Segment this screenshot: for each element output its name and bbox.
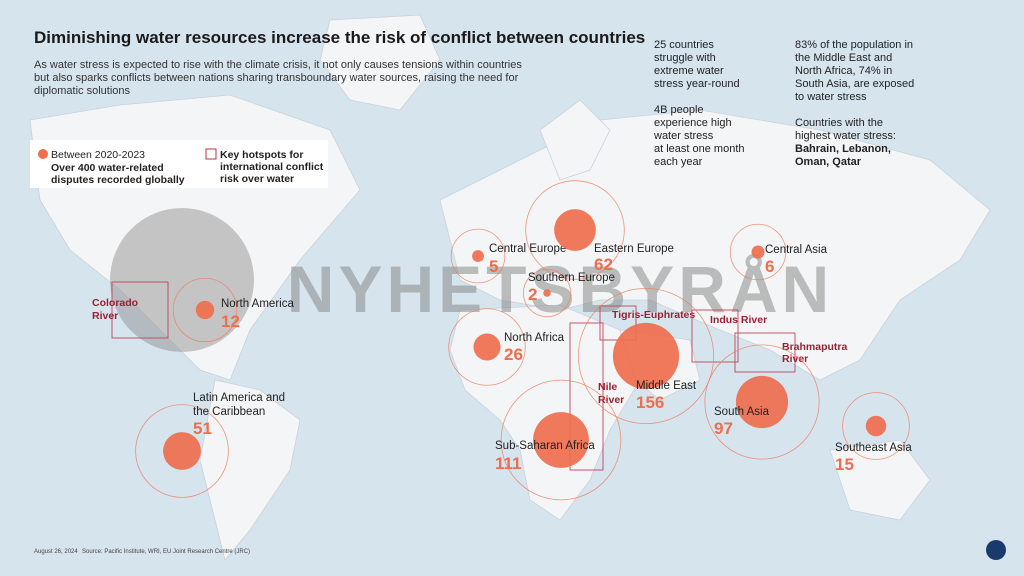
- region-value: 97: [714, 419, 733, 438]
- subtitle: As water stress is expected to rise with…: [34, 59, 522, 97]
- bubble-ring: [525, 180, 625, 280]
- bubble: [195, 300, 215, 320]
- region-value: 15: [835, 455, 854, 474]
- hotspot-label: Indus River: [710, 314, 767, 326]
- hotspot-box: [734, 332, 796, 373]
- watermark-logo: [110, 208, 254, 352]
- logo-mark: [986, 540, 1006, 560]
- stat-line: struggle with: [654, 52, 716, 64]
- legend-hotspots: international conflict: [220, 161, 324, 173]
- bubble-ring: [842, 392, 910, 460]
- hotspot-box: [691, 309, 739, 363]
- stat-line: experience high: [654, 117, 732, 129]
- stat-line: at least one month: [654, 143, 745, 155]
- region-name: Latin America and the Caribbean: [193, 392, 285, 418]
- bubble-ring: [448, 308, 526, 386]
- stat-bold: Bahrain, Lebanon,: [795, 143, 891, 155]
- region-value: 12: [221, 312, 240, 331]
- title: Diminishing water resources increase the…: [34, 28, 645, 47]
- region-value: 2: [528, 285, 537, 304]
- stat-line: water stress: [653, 130, 714, 142]
- stat-line: each year: [654, 156, 703, 168]
- legend-hotspots: risk over water: [220, 173, 294, 185]
- stat-line: to water stress: [795, 91, 867, 103]
- legend-box: [30, 140, 328, 188]
- hotspot-label: Brahmaputra River: [782, 341, 848, 365]
- legend-disputes: disputes recorded globally: [51, 174, 185, 186]
- bubble-ring: [135, 404, 229, 498]
- footer-date: August 26, 2024: [34, 549, 78, 555]
- stat-line: North Africa, 74% in: [795, 65, 892, 77]
- stat-line: extreme water: [654, 65, 724, 77]
- legend: [30, 140, 328, 188]
- bubble-ring: [500, 379, 622, 501]
- bubble: [865, 415, 887, 437]
- stat-line: stress year-round: [654, 78, 740, 90]
- stat-line: highest water stress:: [795, 130, 896, 142]
- bubble: [163, 432, 201, 470]
- region-name: Southern Europe: [528, 272, 615, 284]
- region-value: 51: [193, 419, 212, 438]
- hotspot-label: Colorado River: [92, 297, 138, 322]
- region-name: North America: [221, 298, 294, 310]
- legend-dot: [38, 149, 48, 159]
- bubble-ring: [704, 344, 820, 460]
- region-name: Middle East: [636, 380, 697, 392]
- subtitle-line: diplomatic solutions: [34, 85, 130, 97]
- hotspot-label: Nile River: [598, 381, 624, 406]
- bubble-ring: [450, 228, 506, 284]
- region-name: Eastern Europe: [594, 243, 674, 255]
- bubble-ring: [577, 287, 715, 425]
- stat-bold: Oman, Qatar: [795, 156, 862, 168]
- bubble: [612, 322, 680, 390]
- bubble: [735, 375, 789, 429]
- region-name: South Asia: [714, 406, 770, 418]
- subtitle-line: As water stress is expected to rise with…: [34, 59, 522, 71]
- bubble: [554, 209, 596, 251]
- bubble: [751, 245, 765, 259]
- region-value: 156: [636, 393, 664, 412]
- bubble: [543, 289, 551, 297]
- region-name: Central Europe: [489, 243, 566, 255]
- region-name: North Africa: [504, 332, 565, 344]
- hotspot-label: Tigris-Euphrates: [612, 309, 695, 321]
- stat-line: 83% of the population in: [795, 39, 913, 51]
- bubble-ring: [522, 268, 572, 318]
- bubble: [472, 250, 484, 262]
- legend-square: [205, 148, 217, 160]
- region-name: Southeast Asia: [835, 442, 912, 454]
- bubble: [533, 412, 589, 468]
- bubble-ring: [729, 223, 787, 281]
- region-name: Central Asia: [765, 244, 828, 256]
- logo: [986, 540, 1006, 560]
- legend-disputes: Over 400 water-related: [51, 162, 164, 174]
- stat-line: 4B people: [654, 104, 704, 116]
- stat-line: 25 countries: [654, 39, 714, 51]
- region-value: 111: [495, 454, 522, 473]
- region-value: 62: [594, 255, 613, 274]
- bubble-ring: [172, 277, 238, 343]
- region-value: 6: [765, 257, 774, 276]
- stat-line: Countries with the: [795, 117, 883, 129]
- subtitle-line: but also sparks conflicts between nation…: [34, 72, 519, 84]
- stat-line: the Middle East and: [795, 52, 892, 64]
- bubble: [473, 333, 501, 361]
- hotspot-box: [111, 281, 169, 339]
- region-value: 26: [504, 345, 523, 364]
- footer-source: Source: Pacific Institute, WRI, EU Joint…: [82, 549, 250, 555]
- legend-hotspots: Key hotspots for: [220, 149, 303, 161]
- legend-period: Between 2020-2023: [51, 149, 145, 161]
- hotspots: Colorado River Tigris-Euphrates Indus River…: [92, 281, 848, 471]
- land: [29, 14, 991, 561]
- region-name: Sub-Saharan Africa: [495, 440, 595, 452]
- stat-line: South Asia, are exposed: [795, 78, 914, 90]
- region-value: 5: [489, 257, 498, 276]
